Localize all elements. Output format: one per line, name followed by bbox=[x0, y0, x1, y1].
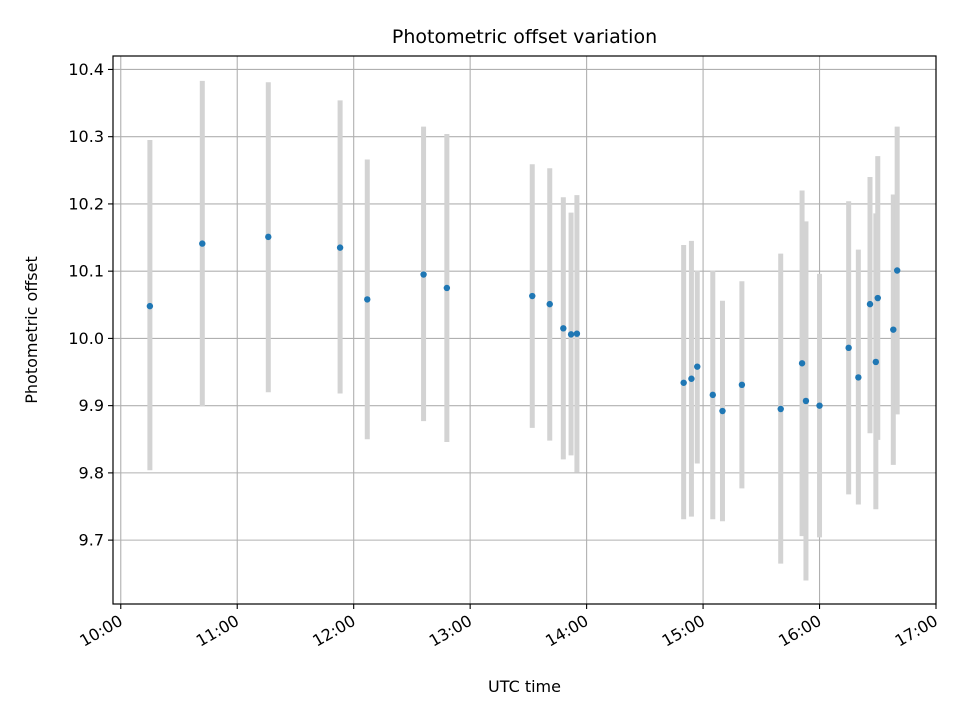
x-tick-label: 17:00 bbox=[892, 611, 941, 651]
data-point bbox=[146, 302, 154, 310]
x-tick-label: 13:00 bbox=[426, 611, 475, 651]
y-tick-label: 9.7 bbox=[79, 531, 104, 550]
data-point bbox=[866, 300, 874, 308]
data-point bbox=[893, 267, 901, 274]
data-point bbox=[529, 292, 536, 300]
y-tick-label: 10.1 bbox=[68, 262, 104, 281]
y-tick-label: 10.0 bbox=[68, 329, 104, 348]
y-tick-label: 9.8 bbox=[79, 463, 104, 482]
chart-title: Photometric offset variation bbox=[392, 26, 657, 48]
y-axis-label: Photometric offset bbox=[22, 256, 41, 404]
data-point bbox=[798, 360, 806, 367]
x-tick-label: 11:00 bbox=[193, 611, 242, 651]
data-point bbox=[874, 294, 881, 302]
x-axis-ticks: 10:00 11:00 12:00 13:00 14:00 15:00 16:00 17:00 bbox=[76, 604, 941, 651]
data-point bbox=[845, 344, 852, 352]
data-point bbox=[364, 296, 371, 303]
y-tick-label: 10.4 bbox=[68, 60, 104, 79]
data-point bbox=[709, 391, 716, 399]
y-tick-label: 10.3 bbox=[68, 127, 104, 146]
grid-lines bbox=[113, 56, 936, 604]
y-tick-label: 9.9 bbox=[79, 396, 104, 415]
data-point bbox=[872, 358, 880, 366]
data-point bbox=[777, 405, 784, 413]
data-point bbox=[738, 381, 746, 388]
y-axis-ticks: 9.7 9.8 9.9 10.0 10.1 10.2 10.3 10.4 bbox=[68, 60, 113, 550]
error-bars bbox=[147, 80, 900, 581]
data-point bbox=[816, 402, 823, 409]
data-point bbox=[719, 407, 726, 415]
data-point bbox=[560, 325, 567, 332]
data-point bbox=[443, 284, 451, 292]
y-tick-label: 10.2 bbox=[68, 194, 104, 213]
x-tick-label: 16:00 bbox=[775, 611, 824, 651]
data-point bbox=[546, 300, 553, 308]
x-axis-label: UTC time bbox=[488, 677, 561, 696]
x-tick-label: 15:00 bbox=[659, 611, 708, 651]
x-tick-label: 14:00 bbox=[542, 611, 591, 651]
data-point bbox=[336, 244, 344, 251]
data-point bbox=[265, 233, 272, 241]
data-point bbox=[680, 379, 687, 386]
x-tick-label: 10:00 bbox=[76, 611, 125, 651]
data-point bbox=[890, 326, 897, 333]
data-points bbox=[146, 233, 901, 415]
data-point bbox=[802, 397, 810, 405]
data-point bbox=[573, 330, 581, 337]
data-point bbox=[567, 331, 575, 338]
data-point bbox=[199, 240, 206, 247]
data-point bbox=[694, 363, 701, 370]
data-point bbox=[688, 375, 695, 382]
data-point bbox=[855, 374, 862, 381]
data-point bbox=[420, 271, 427, 278]
plot-frame bbox=[112, 55, 937, 605]
x-tick-label: 12:00 bbox=[309, 611, 358, 651]
